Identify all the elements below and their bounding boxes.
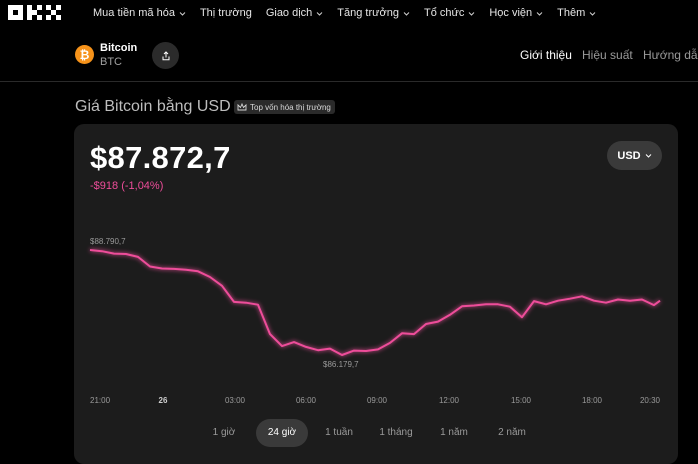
nav-item-4[interactable]: Tổ chức xyxy=(424,7,475,19)
nav-item-label: Tổ chức xyxy=(423,7,465,19)
tab-performance[interactable]: Hiệu suất xyxy=(582,48,633,62)
coin-header xyxy=(0,26,698,82)
nav-item-0[interactable]: Mua tiền mã hóa xyxy=(93,7,186,19)
share-button[interactable] xyxy=(152,42,179,69)
chevron-down-icon xyxy=(645,154,651,158)
nav-item-2[interactable]: Giao dịch xyxy=(266,7,323,19)
nav-item-1[interactable]: Thị trường xyxy=(200,7,252,19)
nav-menu: Mua tiền mã hóa Thị trường Giao dịch Tăng t… xyxy=(93,7,610,19)
nav-item-label: Mua tiền mã hóa xyxy=(93,7,175,19)
current-price: $87.872,7 xyxy=(90,140,231,175)
chevron-down-icon xyxy=(179,11,186,16)
nav-item-label: Tăng trưởng xyxy=(337,7,399,19)
crown-icon xyxy=(237,103,247,111)
tab-about[interactable]: Giới thiệu xyxy=(520,48,572,62)
nav-item-3[interactable]: Tăng trưởng xyxy=(337,7,410,19)
time-range-tabs: 1 giờ 24 giờ 1 tuần 1 tháng 1 năm 2 năm xyxy=(0,419,698,447)
nav-item-label: Thị trường xyxy=(199,7,252,19)
nav-item-label: Học viện xyxy=(489,7,533,19)
nav-item-5[interactable]: Học viện xyxy=(489,7,543,19)
nav-item-6[interactable]: Thêm xyxy=(557,7,596,19)
coin-name: Bitcoin xyxy=(100,42,138,54)
tab-guide[interactable]: Hướng dẫn xyxy=(643,48,698,62)
coin-symbol: BTC xyxy=(100,56,122,68)
okx-logo[interactable] xyxy=(8,5,62,21)
chevron-down-icon xyxy=(468,11,475,16)
range-tab-1[interactable]: 24 giờ xyxy=(256,419,308,447)
market-cap-badge[interactable]: Top vốn hóa thị trường xyxy=(234,100,335,114)
chevron-down-icon xyxy=(536,11,543,16)
currency-label: USD xyxy=(617,149,641,162)
chevron-down-icon xyxy=(403,11,410,16)
nav-item-label: Thêm xyxy=(557,7,586,19)
range-tab-2[interactable]: 1 tuần xyxy=(325,427,353,438)
chevron-down-icon xyxy=(316,11,323,16)
range-tab-0[interactable]: 1 giờ xyxy=(212,427,236,438)
badge-label: Top vốn hóa thị trường xyxy=(250,102,331,112)
chevron-down-icon xyxy=(589,11,596,16)
range-tab-4[interactable]: 1 năm xyxy=(440,427,468,438)
range-tab-5[interactable]: 2 năm xyxy=(498,427,526,438)
section-title: Giá Bitcoin bằng USD xyxy=(75,98,231,115)
price-change: -$918 (-1,04%) xyxy=(90,180,164,192)
range-tab-3[interactable]: 1 tháng xyxy=(379,427,413,438)
share-icon xyxy=(162,50,169,60)
bitcoin-icon: ₿ xyxy=(75,45,94,64)
nav-item-label: Giao dịch xyxy=(265,7,313,19)
top-nav: Mua tiền mã hóa Thị trường Giao dịch Tăng t… xyxy=(0,0,698,26)
currency-selector[interactable]: USD xyxy=(607,141,662,170)
